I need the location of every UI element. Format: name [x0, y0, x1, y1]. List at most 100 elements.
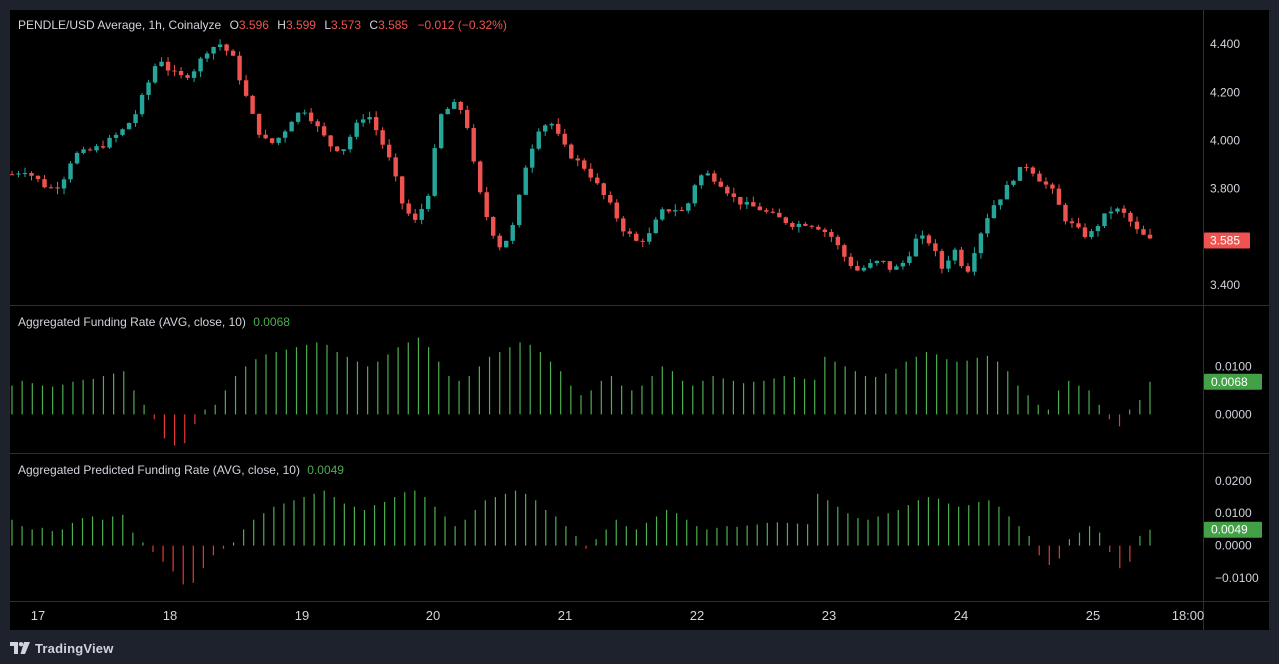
candles-group	[9, 39, 1153, 276]
last-value-label: 0.0068	[1211, 375, 1248, 389]
candle-body	[712, 173, 717, 182]
high-value: 3.599	[286, 18, 316, 32]
candle-body	[666, 209, 671, 212]
candle-body	[289, 121, 294, 132]
candle-body	[237, 55, 242, 81]
candle-body	[1063, 204, 1068, 222]
candle-body	[243, 80, 249, 96]
predicted-legend[interactable]: Aggregated Predicted Funding Rate (AVG, …	[18, 463, 344, 477]
candle-body	[1108, 211, 1114, 214]
candle-body	[48, 187, 54, 189]
candle-body	[751, 202, 756, 207]
candle-body	[445, 108, 450, 115]
last-value-label: 0.0049	[1211, 523, 1248, 537]
time-axis-tick: 19	[295, 608, 309, 623]
candle-body	[614, 202, 619, 219]
indicator-axis-tick: 0.0000	[1215, 407, 1252, 421]
candle-body	[556, 123, 561, 134]
candle-body	[744, 202, 750, 205]
candle-body	[1056, 188, 1062, 205]
candle-body	[913, 238, 919, 257]
candle-body	[829, 232, 834, 237]
candle-body	[1024, 167, 1029, 169]
high-label: H	[277, 18, 286, 32]
candle-body	[907, 256, 912, 263]
candle-body	[360, 119, 366, 123]
candle-body	[692, 185, 697, 204]
candle-body	[777, 212, 782, 218]
candle-body	[855, 265, 860, 271]
time-axis-tick: 17	[31, 608, 45, 623]
indicator-axis-tick: 0.0000	[1215, 539, 1252, 553]
candle-body	[1004, 184, 1010, 200]
candle-body	[686, 203, 691, 211]
candle-body	[725, 186, 730, 194]
candle-body	[347, 136, 353, 150]
candle-body	[868, 263, 873, 268]
candle-body	[647, 233, 652, 242]
candle-body	[211, 47, 216, 54]
candle-body	[640, 240, 645, 242]
candle-body	[87, 149, 93, 151]
candle-body	[113, 134, 119, 138]
candle-body	[1102, 213, 1107, 227]
candle-body	[881, 260, 886, 262]
candle-body	[172, 70, 177, 72]
candle-body	[972, 253, 977, 272]
funding-legend[interactable]: Aggregated Funding Rate (AVG, close, 10)…	[18, 315, 290, 329]
time-axis-tick: 21	[558, 608, 572, 623]
candle-body	[471, 127, 476, 162]
candle-body	[894, 266, 899, 270]
candle-body	[959, 249, 964, 267]
candle-body	[61, 179, 67, 189]
candle-body	[458, 101, 463, 110]
candle-body	[530, 148, 535, 168]
time-axis-tick: 18:00	[1172, 608, 1205, 623]
candle-body	[204, 53, 210, 59]
candle-body	[608, 195, 613, 203]
candle-body	[673, 210, 678, 212]
candle-body	[42, 179, 47, 188]
price-axis-tick: 4.000	[1210, 133, 1240, 147]
candle-body	[139, 94, 145, 115]
price-legend[interactable]: PENDLE/USD Average, 1h, Coinalyze O3.596…	[18, 18, 507, 32]
candle-body	[822, 229, 828, 233]
footer[interactable]: TradingView	[10, 638, 114, 658]
candle-body	[94, 146, 99, 151]
candle-body	[601, 183, 606, 196]
candle-body	[517, 194, 522, 226]
candle-body	[9, 174, 15, 176]
chart-frame[interactable]: PENDLE/USD Average, 1h, Coinalyze O3.596…	[9, 10, 1269, 630]
last-price-badge	[1204, 232, 1250, 249]
candle-body	[803, 223, 808, 226]
candle-body	[920, 235, 925, 239]
candle-body	[809, 225, 815, 227]
candle-body	[107, 137, 112, 148]
candle-body	[926, 235, 932, 244]
candle-body	[562, 133, 567, 145]
time-axis-tick: 25	[1086, 608, 1100, 623]
candle-body	[900, 262, 906, 267]
chart-canvas[interactable]: PENDLE/USD Average, 1h, Coinalyze O3.596…	[9, 10, 1269, 630]
candle-body	[1095, 226, 1101, 232]
open-label: O	[230, 18, 239, 32]
candle-body	[1089, 231, 1094, 237]
candle-body	[757, 206, 763, 211]
candle-body	[328, 135, 333, 147]
candle-body	[224, 44, 229, 51]
candle-body	[152, 66, 158, 83]
candle-body	[308, 112, 314, 122]
candle-body	[302, 112, 307, 114]
candle-body	[185, 75, 190, 78]
candle-body	[595, 177, 600, 184]
candle-body	[120, 129, 125, 135]
candle-body	[399, 176, 405, 204]
candle-body	[465, 109, 470, 128]
indicator-axis-tick: 0.0100	[1215, 506, 1252, 520]
candle-body	[29, 173, 34, 176]
candle-body	[998, 199, 1003, 206]
candle-body	[295, 112, 301, 122]
candle-body	[842, 245, 847, 257]
candle-body	[1082, 227, 1088, 237]
candle-body	[653, 219, 658, 234]
